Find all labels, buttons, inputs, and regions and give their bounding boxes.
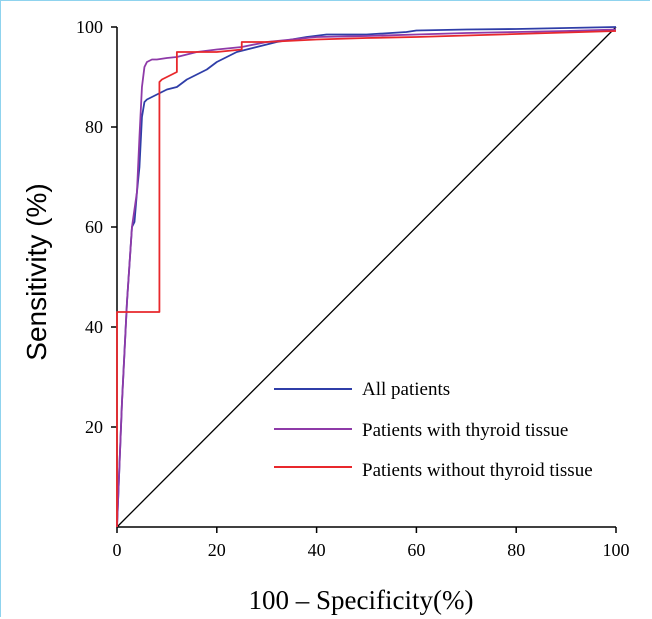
- series-line-without-thyroid-tissue: [116, 30, 617, 527]
- x-tick-label: 60: [407, 540, 425, 560]
- reference-diagonal-line: [116, 26, 617, 528]
- series-layer: [116, 26, 617, 528]
- x-ticks: 0 20 40 60 80 100: [113, 527, 630, 560]
- y-tick-label: 60: [85, 217, 103, 237]
- y-tick-label: 40: [85, 317, 103, 337]
- x-tick-label: 0: [113, 540, 122, 560]
- legend: All patients Patients with thyroid tissu…: [274, 379, 593, 481]
- y-tick-label: 20: [85, 417, 103, 437]
- legend-label-all-patients: All patients: [362, 379, 450, 400]
- x-tick-label: 100: [603, 540, 630, 560]
- x-tick-label: 80: [507, 540, 525, 560]
- y-ticks: 20 40 60 80 100: [76, 17, 117, 437]
- series-line-with-thyroid-tissue: [116, 28, 617, 528]
- x-axis-label: 100 – Specificity(%): [249, 585, 474, 615]
- x-tick-label: 40: [308, 540, 326, 560]
- y-axis-label: Sensitivity (%): [21, 183, 52, 360]
- x-tick-label: 20: [208, 540, 226, 560]
- legend-label-with-thyroid-tissue: Patients with thyroid tissue: [362, 420, 568, 441]
- legend-label-without-thyroid-tissue: Patients without thyroid tissue: [362, 460, 593, 481]
- y-tick-label: 100: [76, 17, 103, 37]
- y-tick-label: 80: [85, 117, 103, 137]
- series-line-all-patients: [116, 26, 617, 528]
